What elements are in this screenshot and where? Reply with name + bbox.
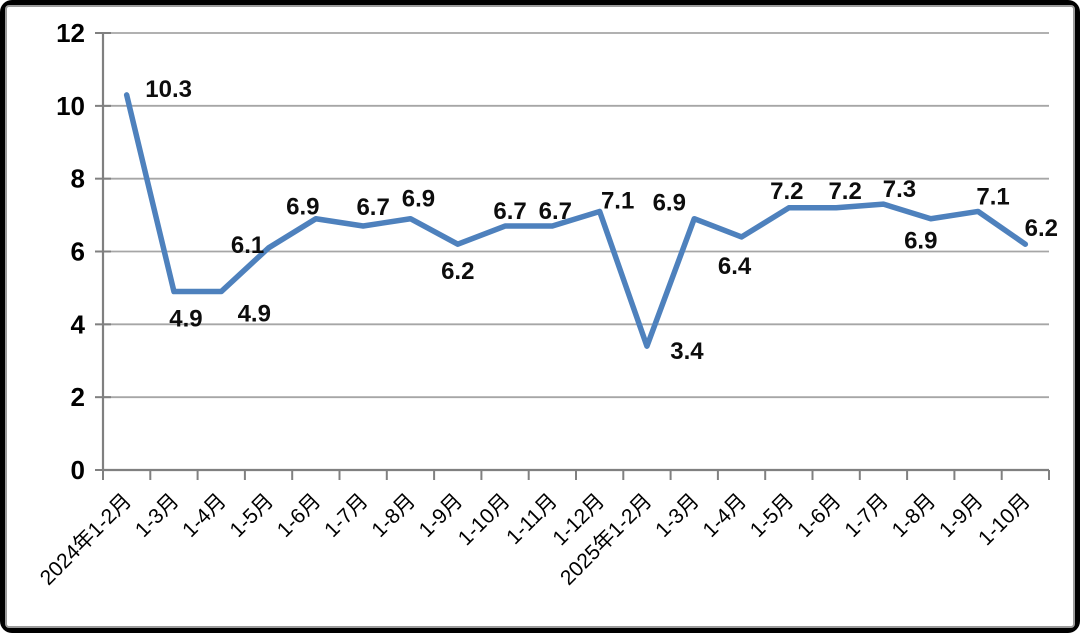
x-tick-label: 1-10月 bbox=[974, 489, 1035, 550]
series-line bbox=[123, 92, 1029, 349]
data-label: 6.1 bbox=[231, 232, 264, 259]
data-label: 6.7 bbox=[356, 194, 389, 221]
x-tick-label: 2024年1-2月 bbox=[36, 489, 136, 589]
y-tick-label: 10 bbox=[56, 91, 85, 121]
y-tick-label: 8 bbox=[71, 164, 85, 194]
data-label: 3.4 bbox=[670, 338, 704, 365]
x-tick-label: 1-8月 bbox=[888, 489, 941, 542]
x-tick-label: 1-11月 bbox=[502, 489, 562, 549]
data-label: 10.3 bbox=[145, 76, 192, 103]
data-label: 6.7 bbox=[493, 198, 526, 225]
data-label: 6.7 bbox=[539, 198, 572, 225]
y-tick-label: 2 bbox=[71, 382, 85, 412]
y-tick-label: 4 bbox=[71, 309, 86, 339]
data-label: 4.9 bbox=[238, 301, 271, 328]
data-label: 7.3 bbox=[883, 176, 916, 203]
y-tick-label: 0 bbox=[71, 455, 85, 485]
x-tick-label: 1-10月 bbox=[454, 489, 515, 550]
chart-card bbox=[5, 5, 1075, 628]
data-label: 7.1 bbox=[601, 187, 634, 214]
data-label: 6.9 bbox=[653, 190, 686, 217]
data-label: 6.4 bbox=[718, 253, 752, 280]
data-label: 6.9 bbox=[904, 228, 937, 255]
x-tick-label: 1-4月 bbox=[699, 489, 752, 542]
x-tick-label: 1-6月 bbox=[273, 489, 326, 542]
x-tick-label: 1-3月 bbox=[131, 489, 184, 542]
y-tick-label: 6 bbox=[71, 237, 85, 267]
x-tick-label: 1-5月 bbox=[746, 489, 799, 542]
data-label: 7.1 bbox=[976, 183, 1009, 210]
data-label: 4.9 bbox=[169, 306, 202, 333]
x-tick-label: 1-5月 bbox=[226, 489, 279, 542]
y-tick-label: 12 bbox=[56, 18, 85, 48]
x-tick-label: 1-3月 bbox=[651, 489, 704, 542]
x-tick-label: 1-7月 bbox=[320, 489, 373, 542]
data-label: 6.9 bbox=[402, 186, 435, 213]
x-tick-label: 1-7月 bbox=[840, 489, 893, 542]
x-tick-label: 1-4月 bbox=[178, 489, 231, 542]
x-tick-label: 1-8月 bbox=[367, 489, 420, 542]
data-label: 6.2 bbox=[1025, 215, 1058, 242]
data-label: 7.2 bbox=[770, 178, 803, 205]
data-label: 6.9 bbox=[286, 194, 319, 221]
data-label: 7.2 bbox=[828, 178, 861, 205]
x-tick-label: 1-6月 bbox=[793, 489, 846, 542]
data-label: 6.2 bbox=[441, 258, 474, 285]
